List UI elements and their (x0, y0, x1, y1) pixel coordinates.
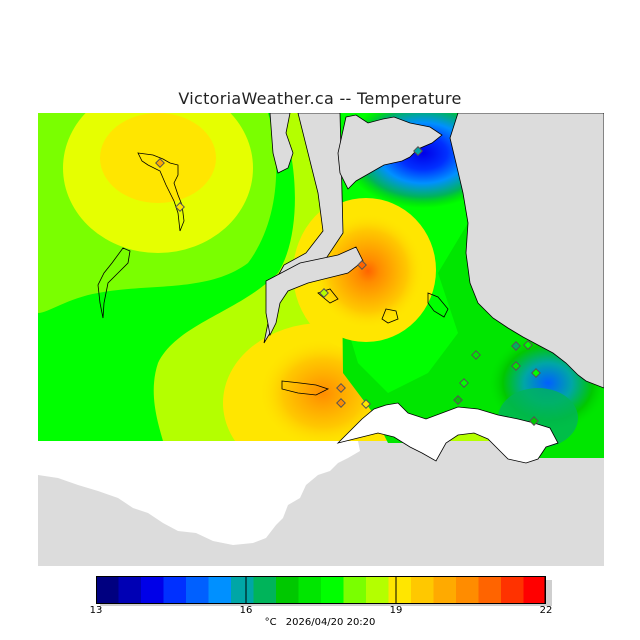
legend-swatch (501, 576, 524, 604)
station-marker[interactable] (361, 399, 371, 409)
legend-tick-min: 13 (89, 605, 103, 616)
island-outlines (97, 152, 449, 396)
legend-swatch (523, 576, 547, 604)
legend-bar (95, 576, 547, 604)
station-marker[interactable] (523, 340, 533, 350)
timestamp: 2026/04/20 20:20 (285, 617, 376, 628)
station-marker[interactable] (511, 361, 521, 371)
legend-swatch (276, 576, 299, 604)
legend-swatch (343, 576, 367, 604)
legend-tick-1: 16 (239, 605, 253, 616)
station-marker[interactable] (531, 368, 541, 378)
station-marker[interactable] (336, 398, 346, 408)
map-title: VictoriaWeather.ca -- Temperature (178, 89, 462, 108)
station-marker[interactable] (511, 341, 521, 351)
legend-swatch (231, 576, 254, 604)
station-marker[interactable] (155, 158, 165, 168)
legend-swatch (118, 576, 142, 604)
legend-swatch (456, 576, 479, 604)
station-marker[interactable] (175, 202, 185, 212)
legend-tick-max: 22 (539, 605, 553, 616)
legend-swatch (253, 576, 277, 604)
legend-swatch (321, 576, 344, 604)
color-legend (95, 576, 547, 604)
station-marker[interactable] (413, 146, 423, 156)
legend-swatch (163, 576, 187, 604)
legend-swatch (366, 576, 389, 604)
legend-swatch (433, 576, 457, 604)
legend-swatch (298, 576, 322, 604)
legend-swatch (478, 576, 502, 604)
station-marker[interactable] (529, 416, 539, 426)
legend-swatch (411, 576, 434, 604)
units-label: °C (264, 617, 277, 628)
legend-swatch (208, 576, 232, 604)
legend-swatch (96, 576, 119, 604)
legend-swatch (186, 576, 209, 604)
station-marker[interactable] (336, 383, 346, 393)
south-water (38, 441, 360, 545)
station-markers (155, 146, 541, 426)
coastlines (263, 112, 605, 389)
legend-footer: °C 2026/04/20 20:20 (0, 617, 640, 628)
map-canvas (38, 98, 608, 566)
south-coast (336, 402, 559, 464)
legend-border (96, 576, 546, 604)
station-marker[interactable] (357, 260, 367, 270)
station-marker[interactable] (471, 350, 481, 360)
station-marker[interactable] (453, 395, 463, 405)
legend-tick-2: 19 (389, 605, 403, 616)
legend-swatch (388, 576, 412, 604)
station-marker[interactable] (319, 288, 329, 298)
legend-swatch (141, 576, 164, 604)
station-marker[interactable] (459, 378, 469, 388)
temperature-map[interactable] (38, 98, 608, 566)
